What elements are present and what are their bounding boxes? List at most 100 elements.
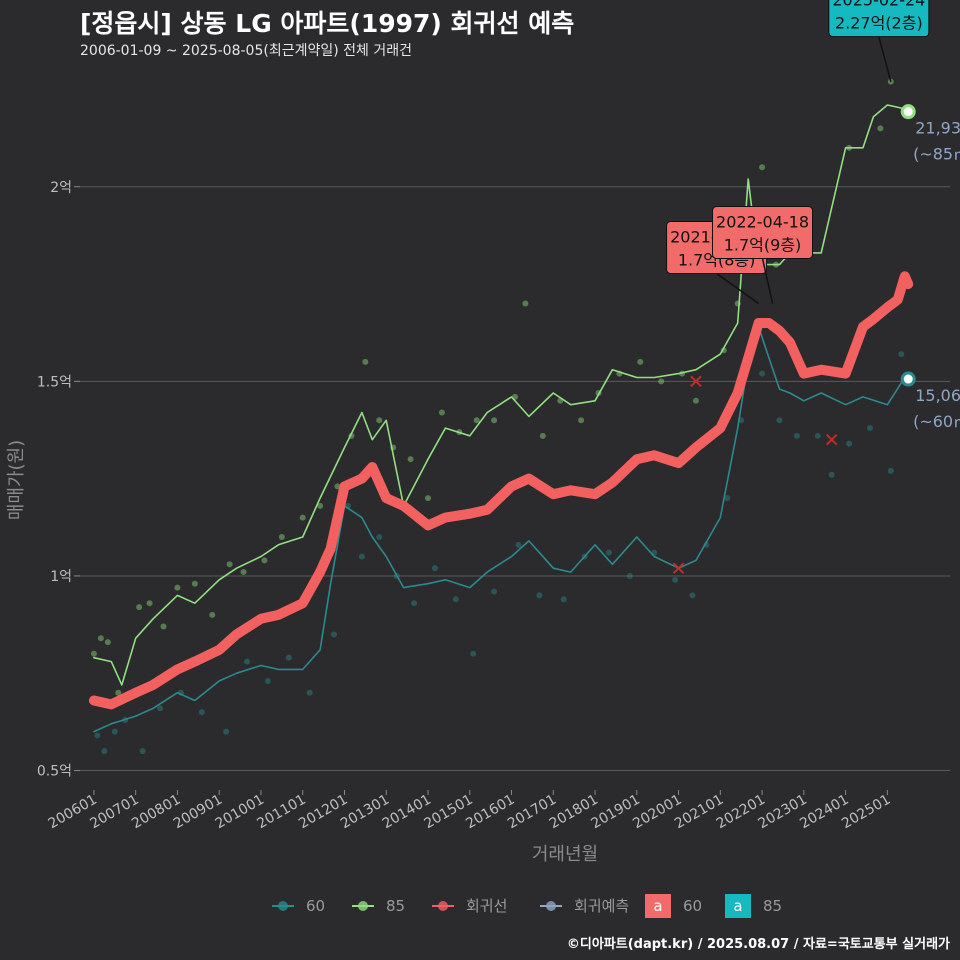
scatter-point-85 (578, 417, 585, 424)
scatter-point-60 (376, 534, 383, 541)
scatter-point-60 (814, 432, 821, 439)
annotation-price: 2.27억(2층) (835, 14, 923, 33)
scatter-point-60 (828, 471, 835, 478)
scatter-point-60 (887, 467, 894, 474)
scatter-point-85 (104, 639, 111, 646)
scatter-point-60 (626, 572, 633, 579)
scatter-point-60 (244, 658, 251, 665)
scatter-point-60 (560, 596, 567, 603)
scatter-point-60 (846, 440, 853, 447)
y-tick-label: 1억 (50, 569, 72, 585)
forecast-value-label: 15,060 (915, 386, 960, 405)
legend-dot (438, 901, 448, 911)
annotation-pointer (716, 272, 760, 305)
scatter-point-85 (240, 569, 247, 576)
scatter-point-85 (407, 456, 414, 463)
scatter-point-85 (146, 600, 153, 607)
annotation-date: 2025-02-24 (832, 0, 925, 10)
scatter-point-85 (362, 358, 369, 365)
annotation-box: 2022-04-18 1.7억(9층) (712, 206, 814, 260)
scatter-point-60 (111, 728, 118, 735)
scatter-point-60 (157, 705, 164, 712)
legend-label: 85 (386, 897, 405, 915)
cross-marker (690, 375, 702, 388)
legend: 60 85 회귀선 회귀예측 a 60 a 85 (272, 894, 782, 918)
y-axis-title: 매매가(원) (6, 440, 27, 520)
x-axis-title: 거래년월 (532, 844, 598, 865)
annotation-box: 2025-02-24 2.27억(2층) (828, 0, 930, 38)
scatter-point-60 (139, 748, 146, 755)
scatter-point-85 (334, 483, 341, 490)
scatter-point-60 (264, 678, 271, 685)
scatter-point-85 (637, 358, 644, 365)
y-tick-label: 2억 (50, 180, 72, 196)
forecast-area-label: (~60㎡) (913, 412, 960, 431)
scatter-point-60 (536, 592, 543, 599)
cross-marker (672, 562, 685, 574)
chart-title: [정읍시] 상동 LG 아파트(1997) 회귀선 예측 (80, 9, 575, 38)
legend-label: 회귀선 (466, 897, 507, 915)
scatter-point-60 (470, 650, 477, 657)
cross-marker (825, 434, 838, 446)
scatter-point-60 (689, 592, 696, 599)
scatter-point-60 (491, 588, 498, 595)
scatter-point-60 (358, 553, 365, 560)
scatter-point-60 (672, 576, 679, 583)
forecast-point-85 (900, 104, 916, 120)
scatter-point-60 (605, 549, 612, 556)
scatter-point-85 (90, 650, 97, 657)
scatter-point-60 (724, 495, 731, 502)
legend-label: 회귀예측 (574, 897, 629, 915)
legend-box-glyph: a (653, 897, 662, 915)
scatter-point-60 (223, 728, 230, 735)
scatter-point-60 (94, 732, 101, 739)
scatter-point-85 (376, 417, 383, 424)
annotation-price: 1.7억(9층) (724, 236, 802, 255)
scatter-point-85 (759, 164, 766, 171)
scatter-point-85 (115, 689, 122, 696)
scatter-point-85 (278, 534, 285, 541)
scatter-point-85 (425, 495, 431, 502)
legend-dot (358, 901, 368, 911)
scatter-point-85 (438, 409, 445, 416)
legend-box-label: 60 (683, 897, 702, 915)
scatter-point-60 (101, 748, 108, 755)
legend-dot (546, 901, 556, 911)
scatter-point-60 (793, 432, 800, 439)
scatter-point-85 (491, 417, 498, 424)
regression-line (88, 271, 914, 710)
scatter-point-85 (539, 432, 546, 439)
scatter-point-60 (411, 600, 418, 607)
annotation-pointer (761, 258, 774, 304)
scatter-point-85 (473, 417, 480, 424)
scatter-point-85 (658, 378, 665, 385)
annotation-pointer (878, 36, 892, 82)
x-tick-label: 202501 (839, 792, 893, 833)
legend-dot (278, 901, 288, 911)
credit-text: ©디아파트(dapt.kr) / 2025.08.07 / 자료=국토교통부 실… (566, 937, 950, 952)
scatter-point-85 (317, 502, 324, 509)
scatter-point-85 (299, 514, 306, 521)
scatter-point-60 (515, 541, 522, 548)
annotation-bg (712, 206, 814, 260)
scatter-point-85 (522, 300, 529, 307)
legend-box (645, 894, 671, 918)
scatter-point-60 (866, 425, 873, 432)
scatter-point-85 (160, 623, 167, 630)
scatter-point-85 (261, 557, 268, 564)
forecast-point-60 (900, 371, 916, 387)
scatter-point-85 (191, 580, 198, 587)
y-tick-label: 0.5억 (37, 764, 72, 780)
scatter-point-60 (776, 417, 783, 424)
series-line-60 (93, 326, 906, 733)
scatter-point-85 (136, 604, 143, 611)
scatter-point-85 (692, 397, 699, 404)
legend-box (725, 894, 751, 918)
forecast-area-label: (~85㎡) (913, 145, 960, 164)
scatter-point-60 (306, 689, 313, 696)
scatter-point-60 (431, 565, 438, 572)
scatter-point-60 (898, 351, 905, 358)
scatter-point-85 (226, 561, 233, 568)
